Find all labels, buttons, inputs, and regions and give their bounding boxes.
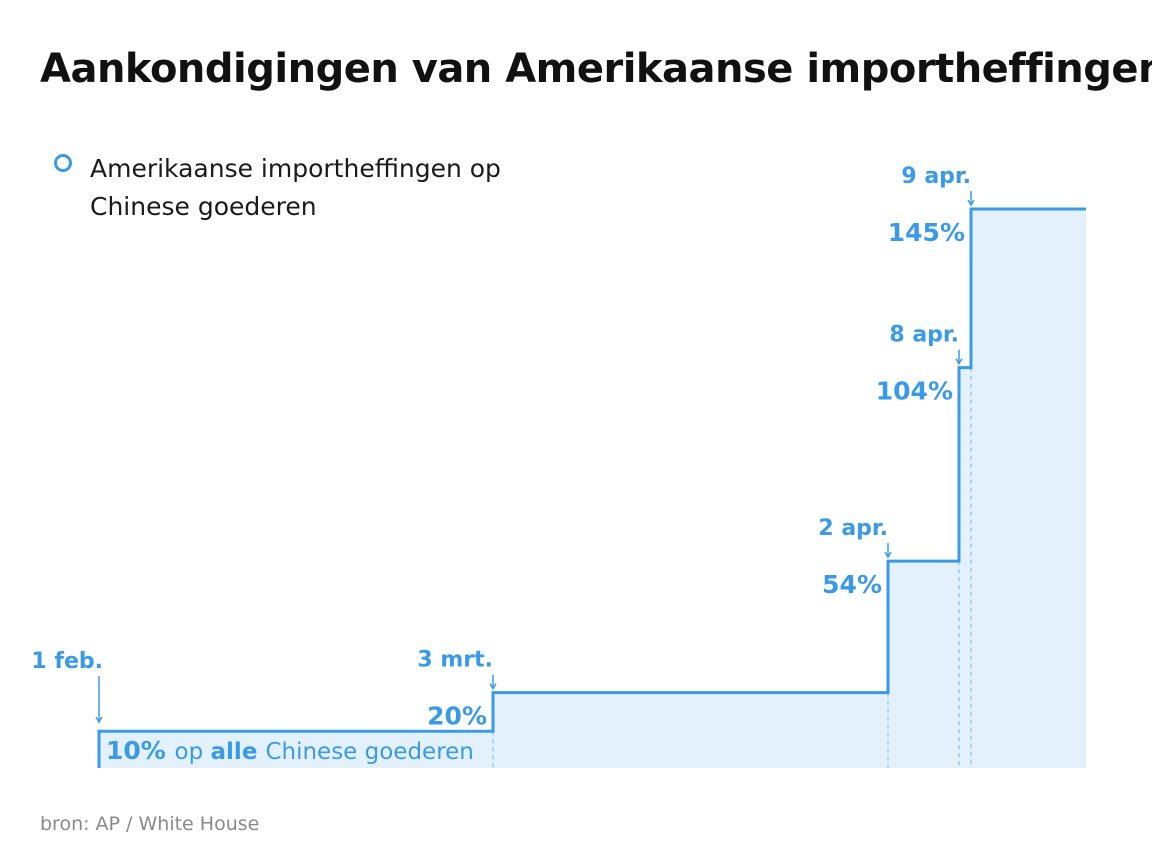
date-label: 8 apr. <box>889 323 959 348</box>
legend-circle-icon <box>54 154 72 172</box>
date-label: 9 apr. <box>901 164 971 189</box>
value-label: 20% <box>427 702 487 731</box>
date-arrow-head <box>95 716 103 724</box>
date-label: 1 feb. <box>31 649 103 674</box>
date-arrow-head <box>955 358 963 366</box>
date-arrow-head <box>884 551 892 559</box>
value-label: 10% op alle Chinese goederen <box>106 736 474 765</box>
source-note: bron: AP / White House <box>40 813 260 835</box>
value-label: 145% <box>888 218 965 247</box>
date-arrow-head <box>489 683 497 691</box>
chart-title: Aankondigingen van Amerikaanse importhef… <box>40 46 1152 92</box>
date-arrow-head <box>967 199 975 207</box>
date-label: 2 apr. <box>818 516 888 541</box>
series-line <box>97 207 1086 768</box>
date-label: 3 mrt. <box>417 648 493 673</box>
legend-label: Amerikaanse importheffingen op Chinese g… <box>90 154 501 221</box>
value-label: 104% <box>876 377 953 406</box>
area-fill <box>99 209 1086 768</box>
value-label: 54% <box>822 570 882 599</box>
